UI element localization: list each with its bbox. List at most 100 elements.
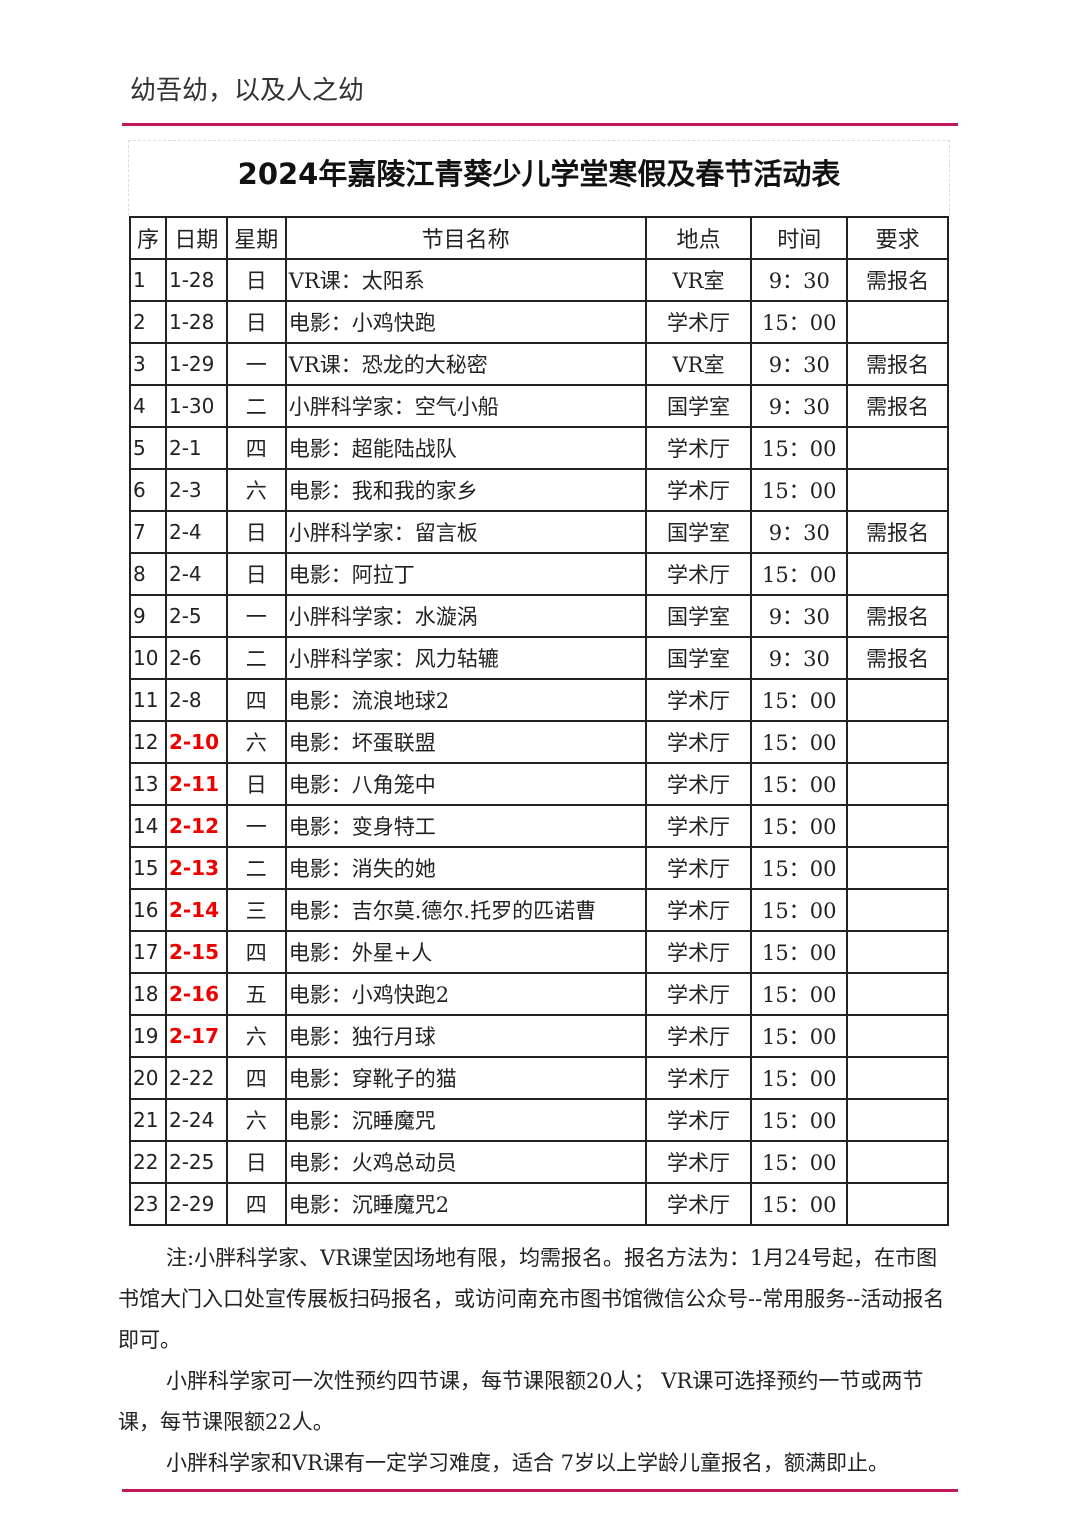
cell-date: 2-1	[164, 426, 228, 470]
cell-seq: 15	[129, 846, 167, 890]
cell-time: 15：00	[750, 1140, 849, 1184]
cell-time: 9：30	[750, 342, 849, 386]
cell-program: 电影：小鸡快跑2	[284, 972, 647, 1016]
table-row: 2 1-28 日电影：小鸡快跑 学术厅 15：00	[129, 300, 949, 344]
table-row: 18 2-16 五电影：小鸡快跑2 学术厅 15：00	[129, 972, 949, 1016]
cell-program: 小胖科学家：水漩涡	[284, 594, 647, 638]
table-row: 21 2-24 六电影：沉睡魔咒 学术厅 15：00	[129, 1098, 949, 1142]
cell-seq: 23	[129, 1182, 167, 1226]
table-header-row: 序 日期 星期 节目名称 地点 时间 要求	[129, 216, 949, 260]
cell-date: 2-6	[164, 636, 228, 680]
cell-seq: 5	[129, 426, 167, 470]
cell-weekday: 二	[225, 636, 287, 680]
schedule-table: 序 日期 星期 节目名称 地点 时间 要求 1 1-28 日 VR课：太阳系 VR室 9：…	[129, 216, 949, 1226]
cell-weekday: 六	[225, 1014, 287, 1058]
cell-location: 学术厅	[644, 468, 753, 512]
cell-seq: 19	[129, 1014, 167, 1058]
cell-program: 小胖科学家：留言板	[284, 510, 647, 554]
cell-weekday: 六	[225, 1098, 287, 1142]
cell-program: 电影：坏蛋联盟	[284, 720, 647, 764]
cell-weekday: 二	[225, 384, 287, 428]
cell-requirement: 需报名	[846, 258, 949, 302]
cell-seq: 6	[129, 468, 167, 512]
cell-time: 15：00	[750, 1182, 849, 1226]
cell-program: 小胖科学家：风力轱辘	[284, 636, 647, 680]
cell-program: 电影：超能陆战队	[284, 426, 647, 470]
cell-requirement	[846, 972, 949, 1016]
cell-date: 1-30	[164, 384, 228, 428]
cell-program: 电影：沉睡魔咒	[284, 1098, 647, 1142]
cell-time: 15：00	[750, 720, 849, 764]
cell-location: 学术厅	[644, 1182, 753, 1226]
cell-location: 国学室	[644, 510, 753, 554]
cell-time: 15：00	[750, 1098, 849, 1142]
cell-seq: 21	[129, 1098, 167, 1142]
cell-weekday: 三	[225, 888, 287, 932]
table-row: 12 2-10 六电影：坏蛋联盟 学术厅 15：00	[129, 720, 949, 764]
cell-time: 9：30	[750, 594, 849, 638]
cell-date: 2-4	[164, 510, 228, 554]
table-row: 13 2-11 日电影：八角笼中 学术厅 15：00	[129, 762, 949, 806]
col-header-weekday: 星期	[225, 216, 287, 260]
cell-location: 学术厅	[644, 804, 753, 848]
cell-program: 小胖科学家：空气小船	[284, 384, 647, 428]
table-row: 7 2-4 日小胖科学家：留言板 国学室 9：30 需报名	[129, 510, 949, 554]
cell-seq: 9	[129, 594, 167, 638]
cell-date: 2-24	[164, 1098, 228, 1142]
table-row: 6 2-3 六电影：我和我的家乡 学术厅 15：00	[129, 468, 949, 512]
notes: 注:小胖科学家、VR课堂因场地有限，均需报名。报名方法为：1月24号起，在市图书…	[118, 1238, 958, 1484]
cell-program: 电影：八角笼中	[284, 762, 647, 806]
cell-date: 1-29	[164, 342, 228, 386]
cell-requirement	[846, 1056, 949, 1100]
cell-location: 学术厅	[644, 1140, 753, 1184]
table-row: 11 2-8 四电影：流浪地球2 学术厅 15：00	[129, 678, 949, 722]
cell-date: 2-25	[164, 1140, 228, 1184]
table-row: 16 2-14 三电影：吉尔莫.德尔.托罗的匹诺曹 学术厅 15：00	[129, 888, 949, 932]
cell-seq: 1	[129, 258, 167, 302]
cell-weekday: 五	[225, 972, 287, 1016]
cell-seq: 22	[129, 1140, 167, 1184]
cell-weekday: 四	[225, 1056, 287, 1100]
cell-time: 15：00	[750, 1056, 849, 1100]
cell-requirement	[846, 678, 949, 722]
cell-time: 15：00	[750, 552, 849, 596]
cell-program: VR课：太阳系	[284, 258, 647, 302]
cell-program: 电影：独行月球	[284, 1014, 647, 1058]
bottom-divider	[122, 1489, 958, 1492]
cell-time: 15：00	[750, 888, 849, 932]
cell-weekday: 日	[225, 258, 287, 302]
cell-weekday: 日	[225, 552, 287, 596]
note-paragraph: 小胖科学家和VR课有一定学习难度，适合 7岁以上学龄儿童报名，额满即止。	[166, 1451, 890, 1475]
cell-program: 电影：火鸡总动员	[284, 1140, 647, 1184]
col-header-location: 地点	[644, 216, 753, 260]
table-row: 15 2-13 二电影：消失的她 学术厅 15：00	[129, 846, 949, 890]
cell-date: 2-15	[164, 930, 228, 974]
cell-location: 学术厅	[644, 300, 753, 344]
cell-weekday: 二	[225, 846, 287, 890]
cell-location: VR室	[644, 258, 753, 302]
cell-requirement: 需报名	[846, 594, 949, 638]
cell-requirement	[846, 804, 949, 848]
cell-seq: 20	[129, 1056, 167, 1100]
cell-program: 电影：小鸡快跑	[284, 300, 647, 344]
cell-location: VR室	[644, 342, 753, 386]
cell-program: 电影：变身特工	[284, 804, 647, 848]
cell-date: 2-29	[164, 1182, 228, 1226]
cell-seq: 4	[129, 384, 167, 428]
cell-weekday: 四	[225, 1182, 287, 1226]
cell-time: 15：00	[750, 804, 849, 848]
cell-seq: 13	[129, 762, 167, 806]
cell-seq: 11	[129, 678, 167, 722]
cell-requirement	[846, 720, 949, 764]
cell-location: 国学室	[644, 384, 753, 428]
cell-requirement	[846, 1014, 949, 1058]
cell-date: 2-16	[164, 972, 228, 1016]
col-header-date: 日期	[164, 216, 228, 260]
cell-requirement	[846, 1140, 949, 1184]
cell-weekday: 四	[225, 930, 287, 974]
title-box: 2024年嘉陵江青葵少儿学堂寒假及春节活动表	[128, 140, 950, 216]
cell-seq: 3	[129, 342, 167, 386]
cell-weekday: 日	[225, 300, 287, 344]
table-row: 9 2-5 一小胖科学家：水漩涡 国学室 9：30 需报名	[129, 594, 949, 638]
cell-location: 学术厅	[644, 426, 753, 470]
